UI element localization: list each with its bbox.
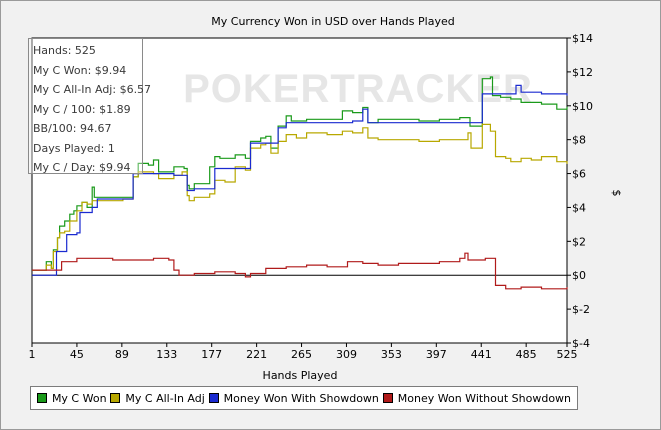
- y-tick-label: $2: [572, 235, 586, 248]
- series-line-2: [32, 84, 568, 276]
- legend-swatch: [382, 393, 393, 403]
- x-tick-label: 397: [426, 348, 447, 361]
- stat-line: My C / Day: $9.94: [33, 161, 131, 174]
- y-axis: $14 $12 $10 $8 $6 $4 $2 $0 $-2 $-4: [567, 32, 593, 350]
- series-line-0: [32, 76, 568, 271]
- series-line-3: [32, 252, 568, 290]
- x-tick-label: 353: [381, 348, 402, 361]
- legend-item: Money Won Without Showdown: [382, 391, 572, 405]
- legend-label: My C All-In Adj: [125, 391, 205, 405]
- stats-panel: Hands: 525 My C Won: $9.94 My C All-In Adj…: [28, 38, 152, 174]
- x-tick-label: 485: [516, 348, 537, 361]
- y-tick-label: $4: [572, 201, 586, 214]
- stat-line: Days Played: 1: [33, 141, 115, 155]
- x-axis: 1 45 89 133 177 221 265 309 353 397 441 485 525: [29, 343, 578, 361]
- y-tick-label: $14: [572, 32, 593, 45]
- stat-line: My C All-In Adj: $6.57: [33, 83, 152, 96]
- legend-item: Money Won With Showdown: [208, 391, 379, 405]
- y-tick-label: $12: [572, 66, 593, 79]
- plot-area: [31, 37, 568, 344]
- legend-item: My C Won: [36, 391, 107, 405]
- y-tick-label: $0: [572, 269, 586, 282]
- stat-line: BB/100: 94.67: [33, 122, 112, 135]
- y-tick-label: $10: [572, 100, 593, 113]
- series-line-1: [32, 123, 568, 271]
- stat-line: My C Won: $9.94: [33, 63, 127, 77]
- watermark: POKERTRACKER: [183, 67, 533, 111]
- y-tick-label: $8: [572, 134, 586, 147]
- series-lines: [32, 76, 568, 290]
- x-tick-label: 89: [115, 348, 129, 361]
- x-tick-label: 221: [246, 348, 267, 361]
- x-tick-label: 441: [471, 348, 492, 361]
- legend-swatch: [110, 393, 121, 403]
- x-tick-label: 1: [29, 348, 36, 361]
- legend-swatch: [208, 393, 219, 403]
- x-axis-label: Hands Played: [263, 369, 338, 382]
- y-tick-label: $6: [572, 168, 586, 181]
- legend-swatch: [36, 393, 47, 403]
- legend-label: Money Won Without Showdown: [397, 391, 572, 405]
- x-tick-label: 133: [156, 348, 177, 361]
- stat-line: Hands: 525: [33, 44, 96, 57]
- legend-label: Money Won With Showdown: [223, 391, 379, 405]
- y-tick-label: $-4: [572, 337, 590, 350]
- y-tick-label: $-2: [572, 303, 590, 316]
- y-axis-label: $: [610, 190, 623, 197]
- x-tick-label: 45: [70, 348, 84, 361]
- x-tick-label: 265: [291, 348, 312, 361]
- chart-title: My Currency Won in USD over Hands Played: [211, 15, 454, 28]
- x-tick-label: 177: [201, 348, 222, 361]
- x-tick-label: 309: [336, 348, 357, 361]
- legend: My C Won My C All-In Adj Money Won With Sh…: [30, 386, 578, 410]
- legend-item: My C All-In Adj: [110, 391, 205, 405]
- legend-label: My C Won: [51, 391, 107, 405]
- x-tick-label: 525: [557, 348, 578, 361]
- stat-line: My C / 100: $1.89: [33, 102, 131, 116]
